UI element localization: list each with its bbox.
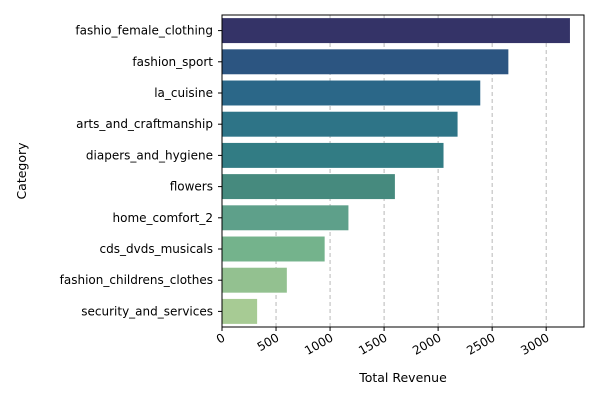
y-axis-ticks: fashio_female_clothing fashion_sport la_cu… [60, 24, 222, 318]
y-axis-label: Category [14, 142, 29, 200]
bars [222, 18, 570, 324]
x-tick-label: 3000 [518, 330, 551, 357]
x-tick-label: 500 [255, 330, 282, 354]
x-tick-label: 0 [214, 330, 228, 346]
y-tick-label: la_cuisine [154, 86, 213, 100]
bar [222, 174, 395, 200]
y-tick-label: fashion_childrens_clothes [60, 273, 213, 287]
bar [222, 298, 258, 324]
bar [222, 18, 570, 44]
x-axis-label: Total Revenue [358, 370, 447, 385]
bar [222, 49, 509, 75]
bar [222, 267, 287, 293]
y-tick-label: fashio_female_clothing [75, 24, 213, 38]
y-tick-label: flowers [170, 180, 213, 194]
bar [222, 236, 325, 262]
y-tick-label: security_and_services [81, 304, 213, 318]
y-tick-label: home_comfort_2 [113, 211, 214, 225]
y-tick-label: arts_and_craftmanship [76, 117, 213, 131]
y-tick-label: fashion_sport [132, 55, 213, 69]
x-tick-label: 1000 [302, 330, 335, 357]
bar [222, 142, 444, 168]
y-tick-label: diapers_and_hygiene [86, 148, 213, 162]
bar [222, 80, 481, 106]
x-tick-label: 1500 [356, 330, 389, 357]
x-tick-label: 2000 [410, 330, 443, 357]
y-tick-label: cds_dvds_musicals [100, 242, 213, 256]
bar [222, 111, 458, 137]
bar [222, 205, 349, 231]
x-tick-label: 2500 [464, 330, 497, 357]
plot-frame [221, 14, 585, 328]
x-axis-ticks: 0 500 1000 1500 2000 2500 3000 [214, 327, 552, 358]
